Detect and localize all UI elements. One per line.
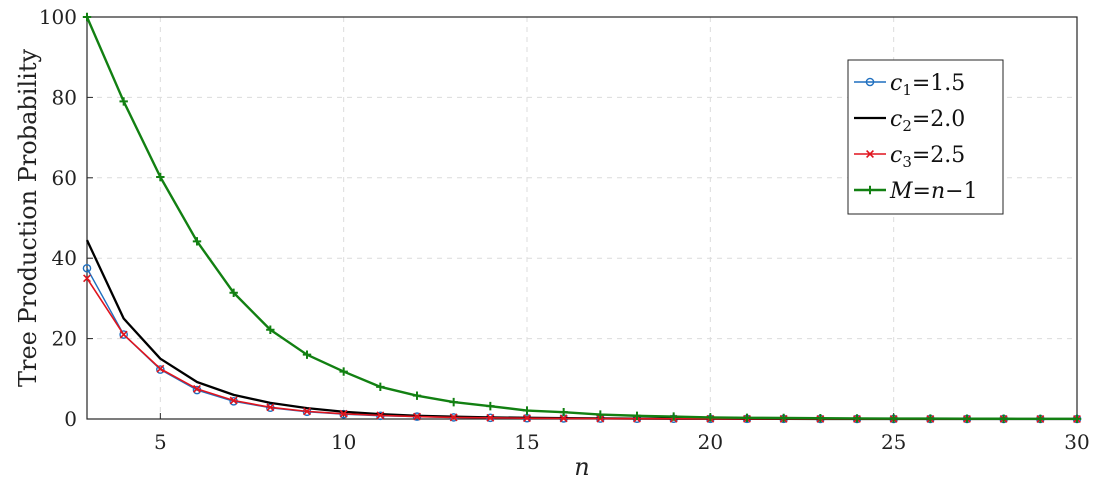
- y-tick-label: 20: [52, 327, 77, 351]
- legend-variable: n: [931, 179, 945, 204]
- legend: c1=1.5c2=2.0c3=2.5M=n−1: [847, 59, 1004, 215]
- legend-label: c3=2.5: [890, 143, 965, 171]
- data-point: [999, 414, 1008, 423]
- x-tick-label: 10: [331, 430, 356, 454]
- data-point: [449, 397, 458, 407]
- x-tick-label: 25: [881, 430, 906, 454]
- legend-value: =1.5: [912, 71, 965, 96]
- data-point: [119, 330, 128, 339]
- data-point: [449, 413, 458, 422]
- y-tick-label: 40: [52, 246, 77, 270]
- data-point: [82, 263, 92, 273]
- series-layer: [82, 12, 1082, 424]
- legend-symbol: c: [890, 107, 902, 132]
- legend-entry: c2=2.0: [854, 107, 965, 135]
- axis-ticks: 5 10 15 20 25 30 0 20 40 60 80 100: [39, 5, 1090, 454]
- data-point: [339, 367, 348, 376]
- x-tick-label: 15: [514, 430, 539, 454]
- data-point: [852, 414, 862, 423]
- data-point: [669, 412, 678, 421]
- data-point: [266, 403, 275, 412]
- grid: [87, 17, 1078, 419]
- y-tick-label: 0: [64, 407, 77, 431]
- data-point: [83, 274, 91, 283]
- data-point: [889, 414, 898, 423]
- data-point: [865, 77, 875, 87]
- legend-entry: M=n−1: [854, 179, 978, 204]
- legend-subscript: 3: [902, 153, 912, 171]
- data-point: [523, 414, 531, 423]
- legend-entry: c1=1.5: [854, 71, 965, 99]
- y-tick-label: 80: [52, 85, 77, 109]
- data-point: [706, 413, 715, 422]
- data-point: [376, 382, 385, 392]
- x-tick-label: 30: [1064, 430, 1089, 454]
- data-point: [596, 410, 605, 419]
- data-point: [302, 350, 312, 359]
- data-point: [413, 412, 421, 421]
- data-point: [82, 12, 92, 22]
- legend-value: =2.5: [912, 143, 965, 168]
- legend-subscript: 2: [902, 117, 912, 135]
- data-point: [266, 325, 275, 334]
- data-point: [865, 185, 875, 195]
- data-point: [779, 413, 788, 423]
- data-point: [816, 413, 825, 423]
- data-point: [632, 411, 642, 420]
- data-point: [229, 396, 238, 405]
- data-point: [486, 401, 495, 411]
- legend-symbol: c: [890, 71, 902, 96]
- data-point: [522, 406, 532, 415]
- data-point: [193, 384, 201, 393]
- data-point: [926, 414, 935, 423]
- data-point: [412, 391, 422, 400]
- data-point: [376, 411, 385, 420]
- data-point: [156, 365, 165, 374]
- data-point: [962, 414, 972, 423]
- legend-label: c2=2.0: [890, 107, 965, 135]
- series-2: [85, 239, 1077, 421]
- data-point: [303, 407, 311, 416]
- data-point: [119, 330, 128, 339]
- legend-subscript: 1: [902, 81, 912, 99]
- x-tick-label: 20: [698, 430, 723, 454]
- data-point: [559, 407, 568, 417]
- data-point: [156, 364, 165, 373]
- data-point: [559, 414, 568, 423]
- data-point: [229, 288, 238, 297]
- y-tick-label: 60: [52, 166, 77, 190]
- legend-label: c1=1.5: [890, 71, 965, 99]
- data-point: [1072, 414, 1082, 424]
- data-point: [1036, 414, 1045, 423]
- legend-value-tail: −1: [945, 179, 977, 204]
- legend-entry: c3=2.5: [854, 143, 965, 171]
- data-point: [156, 172, 165, 182]
- series-4: [82, 12, 1082, 424]
- data-point: [192, 237, 202, 246]
- x-tick-label: 5: [154, 430, 167, 454]
- legend-value: =: [913, 179, 931, 204]
- data-point: [486, 413, 495, 422]
- legend-value: =2.0: [912, 107, 965, 132]
- series-3: [83, 274, 1081, 423]
- y-tick-label: 100: [39, 5, 77, 29]
- x-axis-label: n: [574, 453, 589, 481]
- legend-label: M=n−1: [889, 179, 978, 204]
- series-line: [85, 239, 1077, 421]
- data-point: [339, 409, 348, 418]
- data-point: [742, 413, 752, 422]
- legend-symbol: c: [890, 143, 902, 168]
- data-point: [866, 150, 874, 158]
- y-axis-label: Tree Production Probability: [14, 49, 42, 387]
- legend-box: [847, 59, 1004, 215]
- series-line: [85, 16, 1078, 421]
- legend-symbol: M: [889, 179, 913, 204]
- data-point: [119, 97, 128, 106]
